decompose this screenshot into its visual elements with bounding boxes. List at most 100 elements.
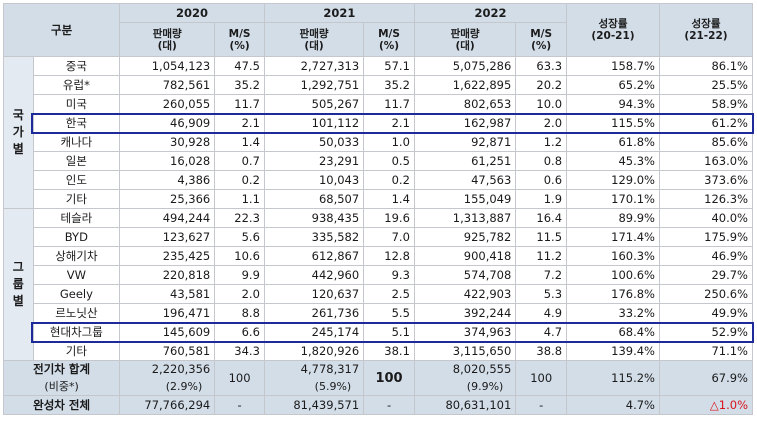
ev-total-sales-20: 2,220,356 (2.9%) bbox=[119, 360, 216, 396]
cell-g2: 71.1% bbox=[658, 341, 754, 361]
cell-s22: 900,418 bbox=[413, 246, 517, 266]
cell-m21: 19.6 bbox=[363, 208, 415, 228]
ev-total-share: (9.9%) bbox=[466, 380, 504, 393]
all-total-label: 완성차 전체 bbox=[2, 395, 121, 415]
growth-header-21-22: 성장률 (21-22) bbox=[658, 3, 754, 57]
ev-total-label: 전기차 합계 (비중*) bbox=[2, 360, 121, 396]
cell-s22: 802,653 bbox=[413, 94, 517, 114]
cell-s22: 92,871 bbox=[413, 132, 517, 152]
header-year-row: 구분 2020 2021 2022 성장률 (20-21) 성장률 (21-22… bbox=[2, 3, 754, 57]
cell-s21: 23,291 bbox=[263, 151, 365, 171]
cell-g2: 58.9% bbox=[658, 94, 754, 114]
row-name: 중국 bbox=[32, 56, 121, 76]
cell-s21: 442,960 bbox=[263, 265, 365, 285]
table-row: 기타 25,366 1.1 68,507 1.4 155,049 1.9 170.1% 126.… bbox=[4, 189, 754, 209]
cell-s20: 46,909 bbox=[119, 113, 216, 133]
ev-total-ms-20: 100 bbox=[214, 360, 265, 396]
all-total-growth-20-21: 4.7% bbox=[566, 395, 660, 415]
cell-m20: 9.9 bbox=[214, 265, 265, 285]
cell-g2: 46.9% bbox=[658, 246, 754, 266]
cell-s22: 422,903 bbox=[413, 284, 517, 304]
cell-g1: 158.7% bbox=[566, 56, 660, 76]
row-name: 캐나다 bbox=[32, 132, 121, 152]
cell-s20: 25,366 bbox=[119, 189, 216, 209]
decrease-value: 1.0% bbox=[718, 397, 748, 412]
cell-s21: 2,727,313 bbox=[263, 56, 365, 76]
cell-g2: 126.3% bbox=[658, 189, 754, 209]
cell-m21: 5.5 bbox=[363, 303, 415, 323]
cell-g2: 40.0% bbox=[658, 208, 754, 228]
cell-m21: 0.2 bbox=[363, 170, 415, 190]
cell-m20: 35.2 bbox=[214, 75, 265, 95]
cell-m20: 1.4 bbox=[214, 132, 265, 152]
cell-m22: 11.5 bbox=[515, 227, 568, 247]
cell-g2: 85.6% bbox=[658, 132, 754, 152]
ev-total-sales-value: 8,020,555 bbox=[452, 362, 512, 376]
growth-header-20-21: 성장률 (20-21) bbox=[566, 3, 660, 57]
cell-s22: 47,563 bbox=[413, 170, 517, 190]
cell-m22: 5.3 bbox=[515, 284, 568, 304]
cell-m20: 11.7 bbox=[214, 94, 265, 114]
cell-m21: 57.1 bbox=[363, 56, 415, 76]
cell-s22: 5,075,286 bbox=[413, 56, 517, 76]
cell-g2: 250.6% bbox=[658, 284, 754, 304]
cell-m21: 1.4 bbox=[363, 189, 415, 209]
cell-g2: 175.9% bbox=[658, 227, 754, 247]
cell-m22: 0.6 bbox=[515, 170, 568, 190]
row-name: 상해기차 bbox=[32, 246, 121, 266]
growth-header-20-21-line2: (20-21) bbox=[591, 30, 635, 42]
table-row: 현대차그룹 145,609 6.6 245,174 5.1 374,963 4.7 68.4%… bbox=[4, 322, 754, 342]
cell-m22: 7.2 bbox=[515, 265, 568, 285]
cell-m20: 22.3 bbox=[214, 208, 265, 228]
table-row: 미국 260,055 11.7 505,267 11.7 802,653 10.0 94.3%… bbox=[4, 94, 754, 114]
cell-m20: 0.2 bbox=[214, 170, 265, 190]
cell-m22: 38.8 bbox=[515, 341, 568, 361]
group-label-char: 별 bbox=[12, 294, 24, 308]
cell-s22: 392,244 bbox=[413, 303, 517, 323]
all-total-sales-21: 81,439,571 bbox=[263, 395, 365, 415]
ev-total-growth-20-21: 115.2% bbox=[566, 360, 660, 396]
cell-s20: 220,818 bbox=[119, 265, 216, 285]
row-name: 한국 bbox=[32, 113, 121, 133]
sales-header-2021: 판매량 (대) bbox=[263, 22, 365, 57]
table-row: 한국 46,909 2.1 101,112 2.1 162,987 2.0 115.5% 61.… bbox=[4, 113, 754, 133]
year-header-2022: 2022 bbox=[413, 3, 568, 23]
row-name: 현대차그룹 bbox=[32, 322, 121, 342]
sales-header-line2: (대) bbox=[304, 39, 324, 52]
cell-s20: 145,609 bbox=[119, 322, 216, 342]
year-header-2020: 2020 bbox=[119, 3, 265, 23]
cell-s20: 196,471 bbox=[119, 303, 216, 323]
ev-total-ms-22: 100 bbox=[515, 360, 568, 396]
group-label-char: 별 bbox=[12, 142, 24, 156]
all-total-ms-21: - bbox=[363, 395, 415, 415]
cell-s21: 938,435 bbox=[263, 208, 365, 228]
all-total-ms-22: - bbox=[515, 395, 568, 415]
cell-g2: 49.9% bbox=[658, 303, 754, 323]
cell-g1: 68.4% bbox=[566, 322, 660, 342]
cell-g1: 33.2% bbox=[566, 303, 660, 323]
all-total-ms-20: - bbox=[214, 395, 265, 415]
cell-s20: 494,244 bbox=[119, 208, 216, 228]
cell-s20: 4,386 bbox=[119, 170, 216, 190]
table-row: 일본 16,028 0.7 23,291 0.5 61,251 0.8 45.3% 163.0% bbox=[4, 151, 754, 171]
cell-m20: 8.8 bbox=[214, 303, 265, 323]
cell-m22: 20.2 bbox=[515, 75, 568, 95]
cell-m21: 35.2 bbox=[363, 75, 415, 95]
cell-g1: 170.1% bbox=[566, 189, 660, 209]
cell-m20: 6.6 bbox=[214, 322, 265, 342]
all-total-growth-21-22: △1.0% bbox=[658, 395, 754, 415]
ms-header-2022: M/S (%) bbox=[515, 22, 568, 57]
ev-total-share: (5.9%) bbox=[314, 380, 352, 393]
cell-m22: 1.2 bbox=[515, 132, 568, 152]
row-name: VW bbox=[32, 265, 121, 285]
cell-g2: 25.5% bbox=[658, 75, 754, 95]
ev-total-ms-21: 100 bbox=[363, 360, 415, 396]
cell-m22: 11.2 bbox=[515, 246, 568, 266]
cell-s22: 574,708 bbox=[413, 265, 517, 285]
cell-s22: 155,049 bbox=[413, 189, 517, 209]
cell-s21: 10,043 bbox=[263, 170, 365, 190]
cell-g1: 100.6% bbox=[566, 265, 660, 285]
category-header: 구분 bbox=[2, 3, 121, 57]
cell-s22: 61,251 bbox=[413, 151, 517, 171]
row-name: 테슬라 bbox=[32, 208, 121, 228]
